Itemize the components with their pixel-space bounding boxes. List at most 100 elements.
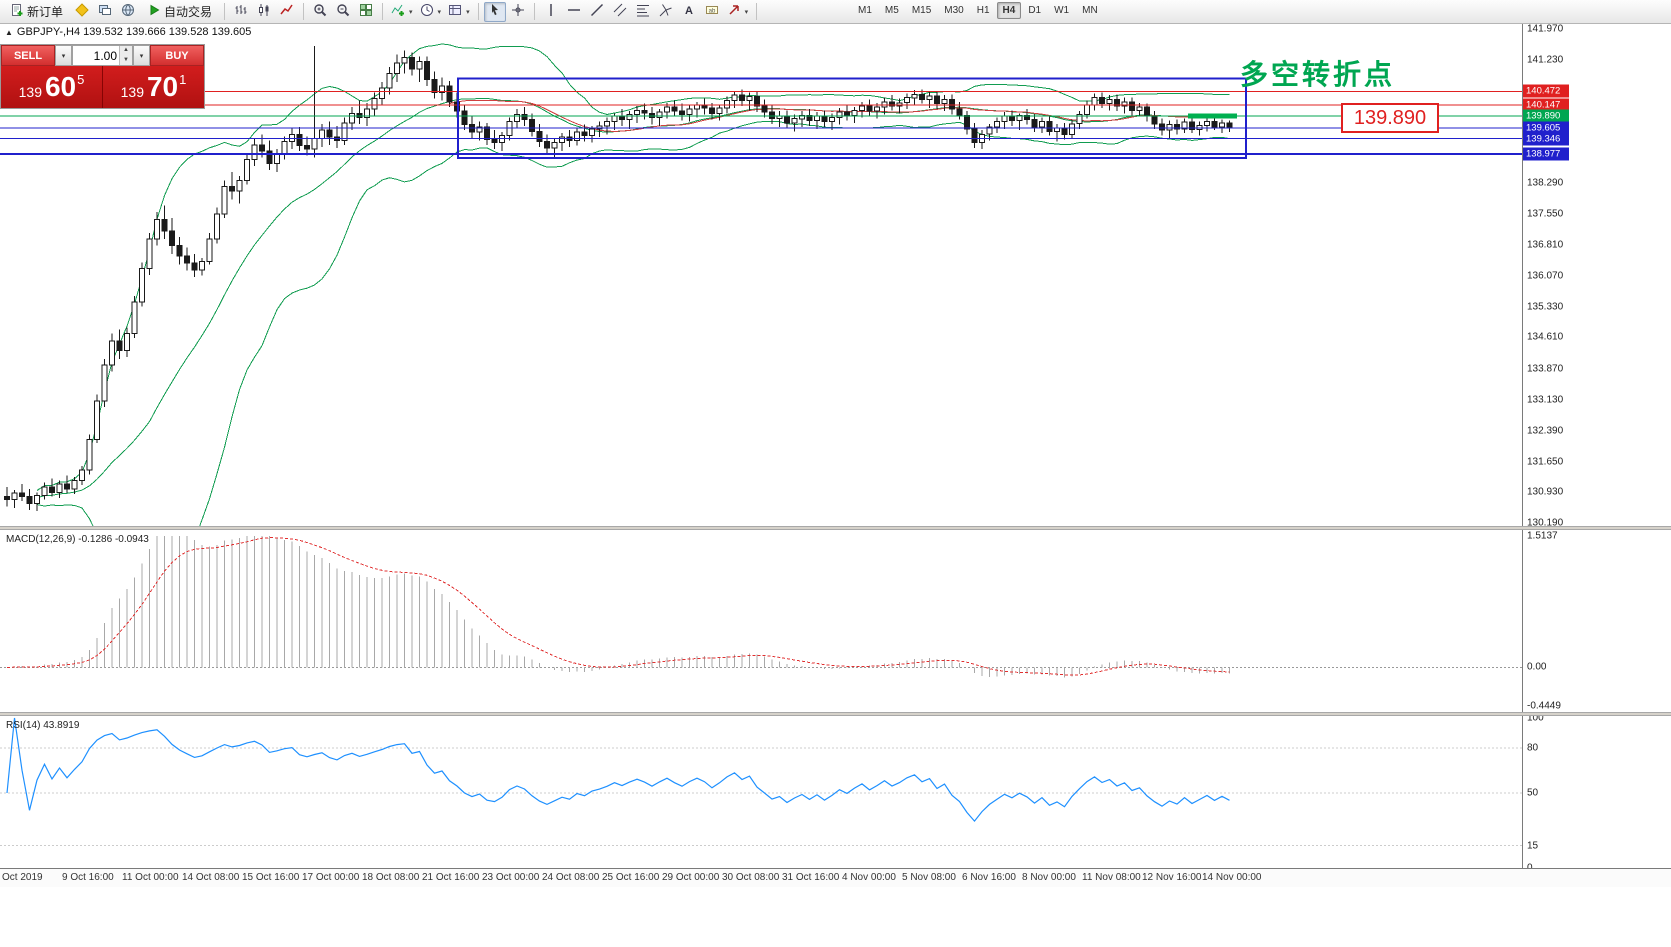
timeframe-w1-button[interactable]: W1 [1048, 2, 1075, 19]
time-axis-label: 24 Oct 08:00 [542, 872, 600, 883]
new-order-label: 新订单 [27, 5, 64, 19]
price-tick-label: 141.970 [1527, 23, 1564, 34]
line-chart-mode-button[interactable] [276, 2, 298, 22]
auto-trading-button[interactable]: 自动交易 [140, 2, 219, 22]
andrews-pitchfork-button[interactable] [655, 2, 677, 22]
vline-icon [544, 3, 558, 20]
arrows-button[interactable]: ▾ [724, 2, 752, 22]
arrow-icon [727, 3, 741, 20]
time-axis-label: 14 Nov 00:00 [1202, 872, 1262, 883]
timeframe-m30-button[interactable]: M30 [938, 2, 969, 19]
diamond-icon [75, 3, 89, 20]
bid-price-button[interactable]: 139 60 5 [1, 66, 102, 108]
volume-input[interactable] [73, 46, 119, 65]
time-axis-label: 23 Oct 00:00 [482, 872, 540, 883]
buy-dropdown-button[interactable]: ▾ [133, 45, 150, 66]
crosshair-button[interactable] [507, 2, 529, 22]
sell-button[interactable]: SELL [1, 45, 55, 66]
timeframe-m1-button[interactable]: M1 [852, 2, 878, 19]
toolbar-separator [224, 3, 226, 20]
tile-windows-button[interactable] [355, 2, 377, 22]
chevron-down-icon: ▾ [139, 52, 144, 60]
one-click-trading-widget: SELL ▾ ▲ ▼ ▾ BUY 139 60 5 139 70 1 [0, 44, 205, 109]
trade-controls-row: SELL ▾ ▲ ▼ ▾ BUY [1, 45, 204, 66]
time-axis-label: 9 Oct 16:00 [62, 872, 114, 883]
sell-dropdown-button[interactable]: ▾ [55, 45, 72, 66]
time-axis-label: 17 Oct 00:00 [302, 872, 360, 883]
toolbar-separator [382, 3, 384, 20]
price-level-label: 139.605 [1523, 121, 1569, 135]
bar-chart-mode-button[interactable] [230, 2, 252, 22]
text-button[interactable]: A [678, 2, 700, 22]
volume-down-button[interactable]: ▼ [120, 55, 132, 65]
panel-splitter[interactable] [0, 526, 1671, 530]
time-axis-label: Oct 2019 [2, 872, 43, 883]
rsi-axis-label: 15 [1527, 840, 1539, 851]
indicators-button[interactable]: ▾ [388, 2, 416, 22]
timeframe-h4-button[interactable]: H4 [996, 2, 1022, 19]
indicator-icon [391, 3, 405, 20]
grid-icon [359, 3, 373, 20]
doc-plus-icon [10, 3, 24, 20]
macd-axis-label: 1.5137 [1527, 530, 1558, 542]
horizontal-line-button[interactable] [563, 2, 585, 22]
price-tick-label: 130.190 [1527, 517, 1564, 529]
timeframe-mn-button[interactable]: MN [1076, 2, 1104, 19]
time-axis-label: 8 Nov 00:00 [1022, 872, 1076, 883]
volume-up-button[interactable]: ▲ [120, 46, 132, 56]
main-chart-canvas[interactable] [0, 22, 1522, 526]
buy-button[interactable]: BUY [150, 45, 204, 66]
web-community-button[interactable] [117, 2, 139, 22]
equidistant-channel-button[interactable] [609, 2, 631, 22]
zoom-in-button[interactable] [309, 2, 331, 22]
svg-text:A: A [685, 5, 693, 17]
zoom-out-button[interactable] [332, 2, 354, 22]
line-icon [280, 3, 294, 20]
new-order-button[interactable]: 新订单 [3, 2, 70, 22]
price-callout-annotation: 139.890 [1341, 103, 1439, 133]
rsi-axis-label: 50 [1527, 787, 1539, 799]
rsi-label: RSI(14) 43.8919 [6, 720, 80, 731]
ask-base: 139 [120, 84, 144, 100]
time-axis-label: 5 Nov 08:00 [902, 872, 956, 883]
vertical-line-button[interactable] [540, 2, 562, 22]
turning-point-annotation: 多空转折点 [1240, 59, 1396, 90]
timeframe-d1-button[interactable]: D1 [1022, 2, 1047, 19]
mql5-community-button[interactable] [71, 2, 93, 22]
text-label-button[interactable]: ab [701, 2, 723, 22]
time-axis-label: 14 Oct 08:00 [182, 872, 240, 883]
timeframe-h1-button[interactable]: H1 [971, 2, 996, 19]
timeframe-m5-button[interactable]: M5 [879, 2, 905, 19]
price-tick-label: 133.130 [1527, 394, 1564, 406]
time-axis-label: 4 Nov 00:00 [842, 872, 896, 883]
price-tick-label: 136.810 [1527, 239, 1564, 251]
ask-price-button[interactable]: 139 70 1 [103, 66, 204, 108]
chart-titlebar: ▲ GBPJPY-,H4 139.532 139.666 139.528 139… [5, 26, 251, 38]
candlestick-mode-button[interactable] [253, 2, 275, 22]
templates-button[interactable]: ▾ [445, 2, 473, 22]
macd-panel-canvas[interactable] [0, 530, 1522, 712]
toolbar-separator [533, 3, 535, 20]
price-axis[interactable]: 141.970 141.230 138.290 137.550 136.810 136.0… [1522, 22, 1671, 886]
play-icon [147, 3, 161, 20]
panel-splitter[interactable] [0, 712, 1671, 716]
fibonacci-retracement-button[interactable] [632, 2, 654, 22]
toolbar-separator [303, 3, 305, 20]
market-watch-button[interactable] [94, 2, 116, 22]
time-axis-label: 11 Nov 08:00 [1082, 872, 1141, 883]
price-tick-label: 141.230 [1527, 54, 1564, 65]
chart-title-text: GBPJPY-,H4 139.532 139.666 139.528 139.6… [16, 26, 252, 38]
rsi-panel-canvas[interactable] [0, 716, 1522, 868]
price-tick-label: 135.330 [1527, 301, 1564, 313]
timeframe-m15-button[interactable]: M15 [906, 2, 937, 19]
time-axis[interactable]: Oct 2019 9 Oct 16:00 11 Oct 00:00 14 Oct 08… [0, 868, 1671, 887]
chevron-down-icon: ▾ [61, 52, 66, 60]
volume-field: ▲ ▼ [72, 45, 133, 66]
trendline-button[interactable] [586, 2, 608, 22]
periods-button[interactable]: ▾ [417, 2, 445, 22]
cursor-button[interactable] [483, 1, 506, 22]
chart-symbol-icon: ▲ [5, 27, 13, 37]
price-level-label: 140.147 [1523, 98, 1569, 112]
